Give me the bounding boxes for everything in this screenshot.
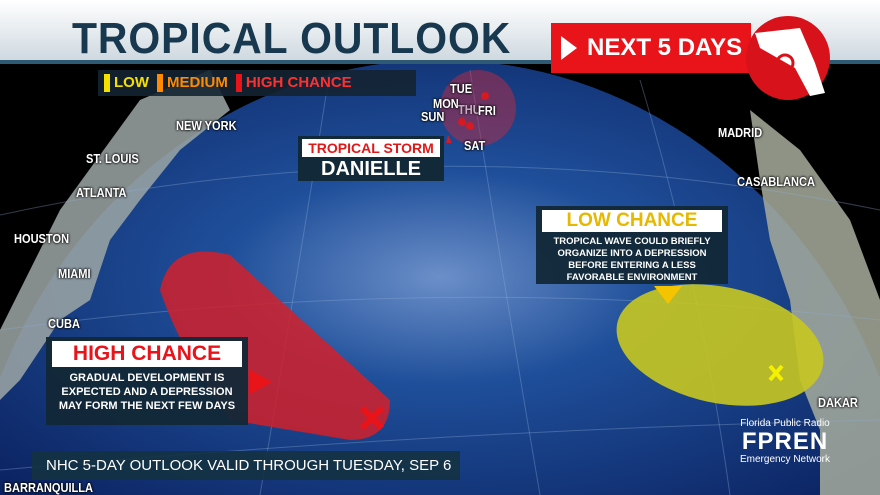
africa-europe-land [750, 110, 880, 495]
page-title: TROPICAL OUTLOOK [72, 14, 512, 63]
track-sat: SAT [464, 138, 486, 153]
storm-type: TROPICAL STORM [302, 139, 440, 157]
high-pointer [250, 370, 272, 394]
track-sun: SUN [421, 109, 445, 124]
footer-valid-through: NHC 5-DAY OUTLOOK VALID THROUGH TUESDAY,… [32, 451, 460, 480]
low-chance-text: TROPICAL WAVE COULD BRIEFLY ORGANIZE INT… [553, 236, 711, 283]
high-x-marker-icon [359, 405, 385, 431]
city-dakar: DAKAR [818, 395, 858, 410]
north-america-land [0, 70, 230, 400]
city-madrid: MADRID [718, 125, 763, 140]
legend-high: HIGH CHANCE [235, 74, 352, 93]
track-thu: THU [458, 102, 481, 117]
brand-logo: FPREN [741, 428, 829, 455]
city-houston: HOUSTON [14, 231, 70, 246]
low-x-marker-icon [768, 364, 784, 382]
play-icon [561, 36, 577, 60]
storm-name: DANIELLE [321, 158, 421, 180]
city-st-louis: ST. LOUIS [86, 151, 139, 166]
high-chance-title: HIGH CHANCE [52, 341, 242, 367]
low-chance-card: LOW CHANCE TROPICAL WAVE COULD BRIEFLY O… [536, 206, 728, 284]
fpren-florida-hurricane-logo-icon [746, 16, 830, 100]
city-new-york: NEW YORK [176, 118, 237, 133]
next-days-label: NEXT 5 DAYS [587, 34, 743, 61]
city-miami: MIAMI [58, 266, 91, 281]
track-mon: MON [433, 96, 459, 111]
brand-line1: Florida Public Radio [740, 418, 830, 429]
legend-low: LOW [104, 74, 149, 93]
high-chance-card: HIGH CHANCE GRADUAL DEVELOPMENT IS EXPEC… [46, 337, 248, 425]
high-chance-text: GRADUAL DEVELOPMENT IS EXPECTED AND A DE… [58, 372, 236, 412]
city-atlanta: ATLANTA [76, 185, 127, 200]
city-cuba: CUBA [48, 316, 80, 331]
storm-track-icons [446, 92, 489, 143]
low-pointer [654, 286, 682, 304]
track-fri: FRI [478, 103, 496, 118]
low-chance-title: LOW CHANCE [542, 210, 722, 232]
city-casablanca: CASABLANCA [737, 174, 815, 189]
fpren-branding: Florida Public Radio FPREN Emergency Net… [735, 418, 835, 466]
next-5-days-banner: NEXT 5 DAYS [551, 23, 751, 73]
track-tue: TUE [450, 81, 473, 96]
legend: LOW MEDIUM HIGH CHANCE [98, 70, 416, 96]
city-barranquilla: BARRANQUILLA [4, 480, 94, 495]
brand-line2: Emergency Network [739, 454, 831, 465]
legend-medium: MEDIUM [157, 74, 228, 93]
storm-label: TROPICAL STORM DANIELLE [298, 136, 444, 181]
storm-cone [440, 70, 516, 146]
